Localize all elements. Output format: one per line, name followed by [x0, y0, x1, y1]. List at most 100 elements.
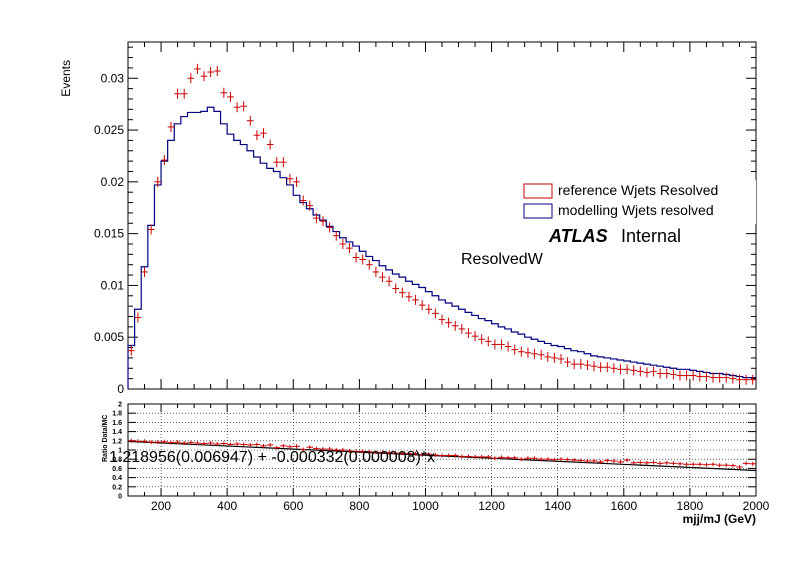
ratio-point: [584, 459, 591, 464]
ratio-point: [299, 447, 307, 452]
ratio-y-tick-label: 0.6: [112, 466, 122, 473]
reference-point: [570, 359, 578, 370]
reference-point: [246, 115, 254, 126]
ratio-point: [332, 448, 340, 452]
reference-point: [696, 371, 704, 382]
ratio-point: [544, 457, 552, 462]
ratio-point: [240, 442, 247, 447]
reference-point: [220, 87, 228, 98]
reference-point: [200, 71, 208, 82]
ratio-point: [418, 452, 426, 457]
x-tick-label: 1600: [610, 499, 637, 513]
reference-point: [128, 345, 135, 356]
ratio-y-ticks: 0 0.2 0.4 0.6 0.8 1 1.2 1.4 1.6 1.8 2: [112, 402, 756, 501]
x-tick-label: 400: [217, 499, 237, 513]
reference-point: [643, 367, 651, 378]
reference-point: [709, 372, 717, 383]
ratio-point: [504, 455, 512, 460]
ratio-points: [128, 438, 756, 470]
ratio-point: [610, 459, 618, 464]
ratio-point: [412, 451, 419, 456]
reference-point: [736, 374, 743, 385]
reference-point: [352, 252, 360, 263]
reference-point: [551, 352, 558, 363]
ratio-point: [379, 450, 386, 455]
ratio-point: [207, 441, 214, 446]
main-x-ticks: [127, 42, 757, 389]
ratio-point: [577, 458, 585, 463]
atlas-label: ATLAS: [548, 226, 608, 246]
reference-point: [385, 276, 393, 287]
ratio-y-axis-title: Ratio Data/MC: [102, 415, 109, 462]
reference-point: [471, 331, 479, 342]
main-y-tick-label: 0.005: [94, 330, 124, 344]
ratio-point: [134, 439, 142, 444]
reference-point: [584, 360, 591, 371]
ratio-point: [174, 440, 181, 445]
reference-point: [729, 373, 737, 384]
reference-point: [319, 216, 327, 227]
ratio-point: [213, 442, 221, 447]
reference-point: [617, 364, 624, 375]
ratio-y-tick-label: 0.4: [112, 475, 122, 482]
ratio-point: [147, 440, 155, 445]
ratio-y-tick-label: 2: [118, 402, 122, 409]
ratio-point: [313, 446, 320, 451]
ratio-point: [478, 454, 485, 459]
legend-entry-modelling: modelling Wjets resolved: [558, 202, 714, 218]
reference-point: [167, 121, 175, 132]
ratio-point: [637, 460, 644, 465]
reference-point: [280, 157, 287, 168]
x-tick-label: 1400: [544, 499, 571, 513]
ratio-point: [617, 459, 624, 464]
reference-point: [656, 368, 664, 379]
ratio-point: [465, 454, 472, 459]
legend-swatch-modelling: [523, 203, 553, 219]
reference-point: [465, 328, 472, 339]
ratio-point: [365, 449, 373, 454]
reference-point: [187, 73, 195, 84]
reference-point: [425, 304, 433, 315]
reference-point: [227, 91, 234, 102]
reference-point: [346, 243, 353, 254]
ratio-point: [703, 462, 710, 467]
reference-point: [597, 362, 604, 373]
reference-point: [339, 238, 347, 249]
ratio-point: [339, 448, 347, 452]
ratio-point: [524, 456, 532, 461]
reference-point: [703, 371, 710, 382]
main-y-tick-label: 0.03: [101, 71, 125, 85]
ratio-point: [154, 440, 162, 445]
ratio-y-tick-label: 1: [118, 448, 122, 455]
ratio-y-tick-label: 1.4: [112, 429, 122, 436]
ratio-y-tick-label: 1.2: [112, 438, 122, 445]
reference-point: [498, 339, 505, 350]
legend: reference Wjets Resolved modelling Wjets…: [519, 180, 756, 224]
ratio-point: [293, 444, 300, 449]
x-tick-label: 2000: [743, 499, 770, 513]
ratio-point: [246, 442, 254, 447]
reference-point: [326, 222, 333, 233]
ratio-point: [425, 452, 433, 457]
ratio-point: [630, 460, 638, 465]
reference-point: [630, 365, 638, 376]
ratio-point: [742, 461, 750, 466]
ratio-point: [498, 455, 505, 460]
ratio-point: [200, 441, 208, 446]
reference-point: [689, 370, 697, 381]
reference-point: [332, 230, 340, 241]
ratio-point: [167, 440, 175, 445]
reference-point: [207, 67, 214, 78]
ratio-y-tick-label: 1.6: [112, 420, 122, 427]
ratio-point: [736, 465, 743, 470]
ratio-x-ticks: 200 400 600 800 1000 1200 1400 1600 1800 2000: [127, 404, 770, 513]
x-tick-label: 1000: [412, 499, 439, 513]
reference-point: [286, 173, 294, 184]
reference-point: [537, 349, 545, 360]
reference-point: [147, 224, 155, 235]
reference-point: [742, 374, 750, 385]
ratio-point: [663, 460, 671, 465]
reference-point: [590, 361, 598, 372]
x-tick-label: 200: [151, 499, 171, 513]
